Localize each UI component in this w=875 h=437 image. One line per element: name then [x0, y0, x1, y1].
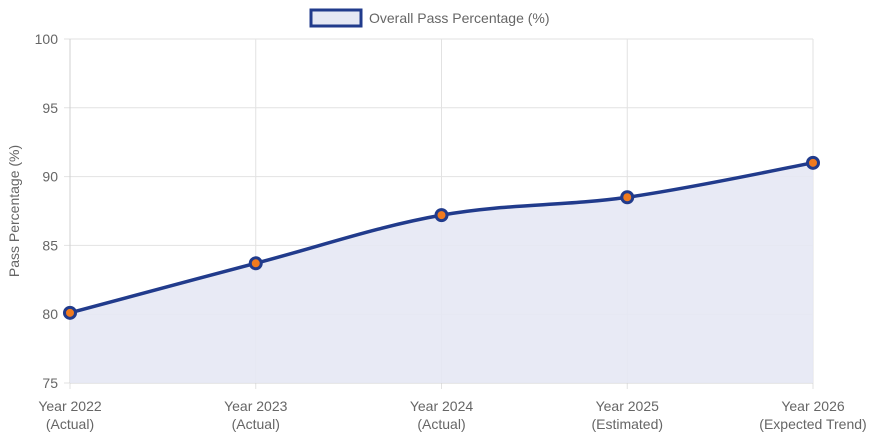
data-point — [806, 155, 820, 170]
x-tick-label-line: Year 2025 — [596, 398, 660, 414]
legend-swatch — [309, 8, 363, 28]
data-point — [620, 190, 635, 205]
point-layer — [63, 155, 820, 320]
area-layer — [70, 162, 813, 383]
data-point — [63, 305, 77, 320]
x-tick-label-line: Year 2024 — [410, 398, 474, 414]
x-tick-label-line: (Actual) — [232, 416, 280, 432]
x-tick-label-line: (Estimated) — [591, 416, 663, 432]
x-tick-label-line: Year 2026 — [781, 398, 845, 414]
y-tick-label: 90 — [42, 169, 58, 185]
x-tick-label-line: Year 2023 — [224, 398, 288, 414]
y-tick-label: 100 — [35, 31, 59, 47]
legend[interactable]: Overall Pass Percentage (%) — [309, 8, 550, 28]
x-tick-label-line: Year 2022 — [38, 398, 102, 414]
y-tick-label: 75 — [42, 375, 58, 391]
x-tick-label: Year 2025 (Estimated) — [591, 398, 663, 432]
x-tick-label: Year 2024 (Actual) — [410, 398, 474, 432]
x-tick-label: Year 2023 (Actual) — [224, 398, 288, 432]
y-tick-label: 95 — [42, 100, 58, 116]
legend-label: Overall Pass Percentage (%) — [369, 10, 550, 26]
x-tick-label: Year 2022 (Actual) — [38, 398, 102, 432]
data-point — [248, 256, 263, 271]
x-tick-label-line: (Actual) — [417, 416, 465, 432]
area-fill — [70, 162, 813, 383]
y-axis-ticks: 75 80 85 90 95 100 — [35, 31, 59, 391]
y-axis-title: Pass Percentage (%) — [6, 145, 22, 277]
x-axis-ticks: Year 2022 (Actual)Year 2023 (Actual)Year 2… — [38, 398, 866, 432]
x-tick-label-line: (Expected Trend) — [759, 416, 866, 432]
y-tick-label: 85 — [42, 237, 58, 253]
x-tick-label-line: (Actual) — [46, 416, 94, 432]
x-tick-label: Year 2026 (Expected Trend) — [759, 398, 866, 432]
data-point — [434, 208, 449, 223]
y-tick-label: 80 — [42, 306, 58, 322]
